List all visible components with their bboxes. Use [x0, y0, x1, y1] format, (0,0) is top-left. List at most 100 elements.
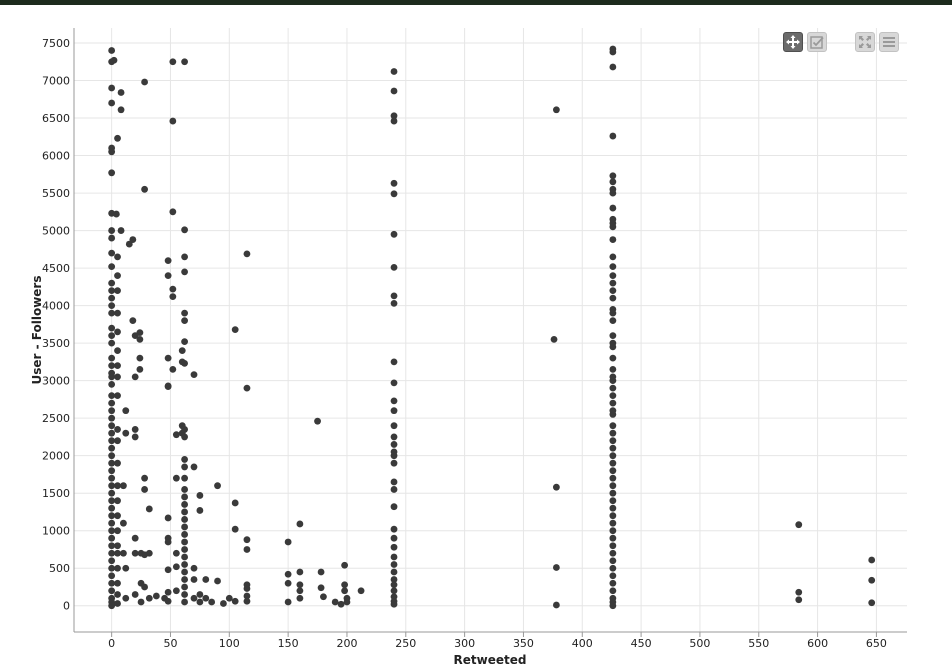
data-point[interactable]: [868, 556, 876, 564]
data-point[interactable]: [108, 392, 116, 400]
data-point[interactable]: [181, 531, 188, 538]
data-point[interactable]: [314, 417, 321, 425]
data-point[interactable]: [296, 520, 304, 528]
data-point[interactable]: [609, 343, 617, 351]
data-point[interactable]: [317, 584, 325, 592]
data-point[interactable]: [390, 407, 398, 415]
data-point[interactable]: [190, 564, 198, 572]
data-point[interactable]: [114, 482, 121, 490]
data-point[interactable]: [390, 543, 398, 551]
data-point[interactable]: [390, 561, 398, 568]
data-point[interactable]: [609, 564, 617, 572]
data-point[interactable]: [131, 534, 139, 542]
data-point[interactable]: [609, 172, 617, 180]
data-point[interactable]: [108, 302, 116, 310]
data-point[interactable]: [331, 598, 339, 606]
data-point[interactable]: [141, 474, 148, 482]
data-point[interactable]: [243, 250, 251, 258]
data-point[interactable]: [868, 576, 876, 584]
data-point[interactable]: [108, 169, 116, 177]
data-point[interactable]: [117, 89, 125, 96]
data-point[interactable]: [164, 257, 172, 264]
data-point[interactable]: [609, 399, 617, 407]
data-point[interactable]: [181, 553, 188, 561]
data-point[interactable]: [181, 309, 188, 317]
data-point[interactable]: [552, 483, 560, 491]
data-point[interactable]: [390, 190, 398, 198]
data-point[interactable]: [114, 287, 121, 295]
data-point[interactable]: [108, 407, 116, 415]
data-point[interactable]: [390, 292, 398, 300]
data-point[interactable]: [169, 58, 177, 66]
data-point[interactable]: [390, 112, 398, 120]
data-point[interactable]: [114, 527, 121, 535]
data-point[interactable]: [552, 564, 560, 571]
data-point[interactable]: [196, 492, 204, 499]
data-point[interactable]: [108, 482, 116, 490]
data-point[interactable]: [108, 99, 116, 107]
data-point[interactable]: [181, 501, 188, 508]
data-point[interactable]: [284, 570, 292, 578]
data-point[interactable]: [114, 497, 121, 505]
data-point[interactable]: [181, 576, 188, 583]
data-point[interactable]: [609, 287, 617, 295]
data-point[interactable]: [390, 422, 398, 430]
data-point[interactable]: [181, 426, 188, 433]
data-point[interactable]: [243, 384, 251, 392]
data-point[interactable]: [609, 365, 617, 373]
data-point[interactable]: [172, 431, 180, 439]
data-point[interactable]: [390, 553, 398, 561]
data-point[interactable]: [181, 516, 188, 523]
data-point[interactable]: [164, 566, 172, 574]
data-point[interactable]: [609, 204, 617, 212]
data-point[interactable]: [108, 332, 116, 340]
data-point[interactable]: [137, 598, 145, 606]
data-point[interactable]: [181, 591, 188, 598]
data-point[interactable]: [172, 549, 180, 557]
data-point[interactable]: [181, 268, 188, 276]
chart-menu-button[interactable]: [879, 32, 899, 52]
data-point[interactable]: [169, 208, 177, 216]
data-point[interactable]: [181, 538, 188, 546]
data-point[interactable]: [609, 497, 617, 505]
data-point[interactable]: [141, 583, 148, 591]
data-point[interactable]: [296, 594, 304, 602]
data-point[interactable]: [136, 335, 144, 343]
data-point[interactable]: [108, 504, 116, 512]
data-point[interactable]: [108, 474, 116, 482]
data-point[interactable]: [108, 422, 116, 430]
data-point[interactable]: [609, 223, 617, 231]
data-point[interactable]: [609, 253, 617, 261]
data-point[interactable]: [114, 362, 121, 370]
data-point[interactable]: [114, 426, 121, 433]
data-point[interactable]: [609, 512, 617, 520]
data-point[interactable]: [108, 437, 116, 445]
data-point[interactable]: [390, 397, 398, 405]
data-point[interactable]: [108, 47, 116, 54]
data-point[interactable]: [190, 594, 198, 602]
data-point[interactable]: [231, 525, 239, 533]
data-point[interactable]: [243, 546, 251, 553]
data-point[interactable]: [390, 534, 398, 542]
data-point[interactable]: [108, 324, 116, 332]
data-point[interactable]: [214, 577, 221, 585]
data-point[interactable]: [609, 557, 617, 565]
data-point[interactable]: [164, 272, 172, 280]
data-point[interactable]: [114, 392, 121, 400]
data-point[interactable]: [145, 549, 153, 557]
data-point[interactable]: [390, 568, 398, 576]
data-point[interactable]: [114, 373, 121, 381]
data-point[interactable]: [390, 230, 398, 238]
data-point[interactable]: [108, 587, 116, 595]
data-point[interactable]: [108, 287, 116, 295]
data-point[interactable]: [181, 583, 188, 591]
data-point[interactable]: [609, 294, 617, 302]
data-point[interactable]: [390, 576, 398, 583]
data-point[interactable]: [609, 377, 617, 385]
data-point[interactable]: [181, 58, 188, 66]
data-point[interactable]: [164, 588, 172, 596]
data-point[interactable]: [609, 437, 617, 445]
data-point[interactable]: [609, 467, 617, 475]
data-point[interactable]: [390, 87, 398, 95]
data-point[interactable]: [181, 568, 188, 576]
